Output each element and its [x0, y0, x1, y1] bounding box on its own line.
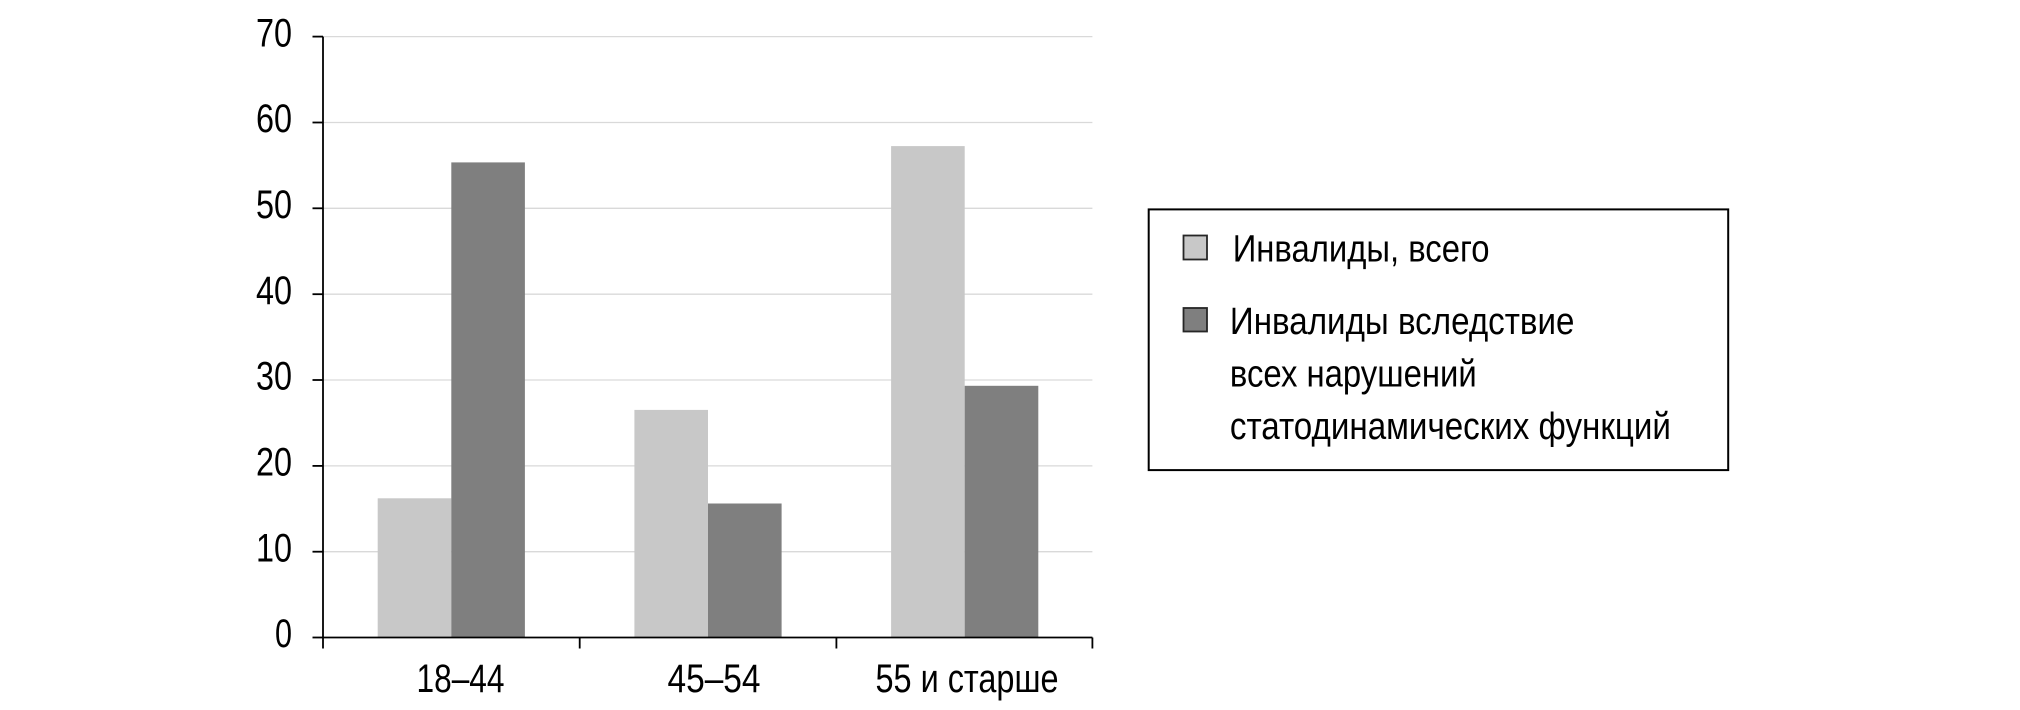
svg-text:Инвалиды, всего: Инвалиды, всего	[1233, 228, 1490, 271]
svg-text:40: 40	[256, 269, 292, 313]
svg-text:30: 30	[256, 355, 292, 399]
svg-text:18–44: 18–44	[417, 657, 505, 701]
svg-text:Инвалиды вследствие: Инвалиды вследствие	[1230, 300, 1575, 343]
svg-text:0: 0	[275, 612, 292, 656]
svg-text:70: 70	[256, 11, 292, 55]
svg-text:45–54: 45–54	[668, 657, 761, 701]
svg-text:55 и старше: 55 и старше	[876, 657, 1059, 701]
svg-text:10: 10	[256, 526, 292, 570]
svg-text:всех нарушений: всех нарушений	[1230, 353, 1477, 396]
svg-text:20: 20	[256, 441, 292, 485]
svg-text:статодинамических функций: статодинамических функций	[1230, 405, 1671, 448]
svg-text:60: 60	[256, 97, 292, 141]
svg-text:50: 50	[256, 183, 292, 227]
